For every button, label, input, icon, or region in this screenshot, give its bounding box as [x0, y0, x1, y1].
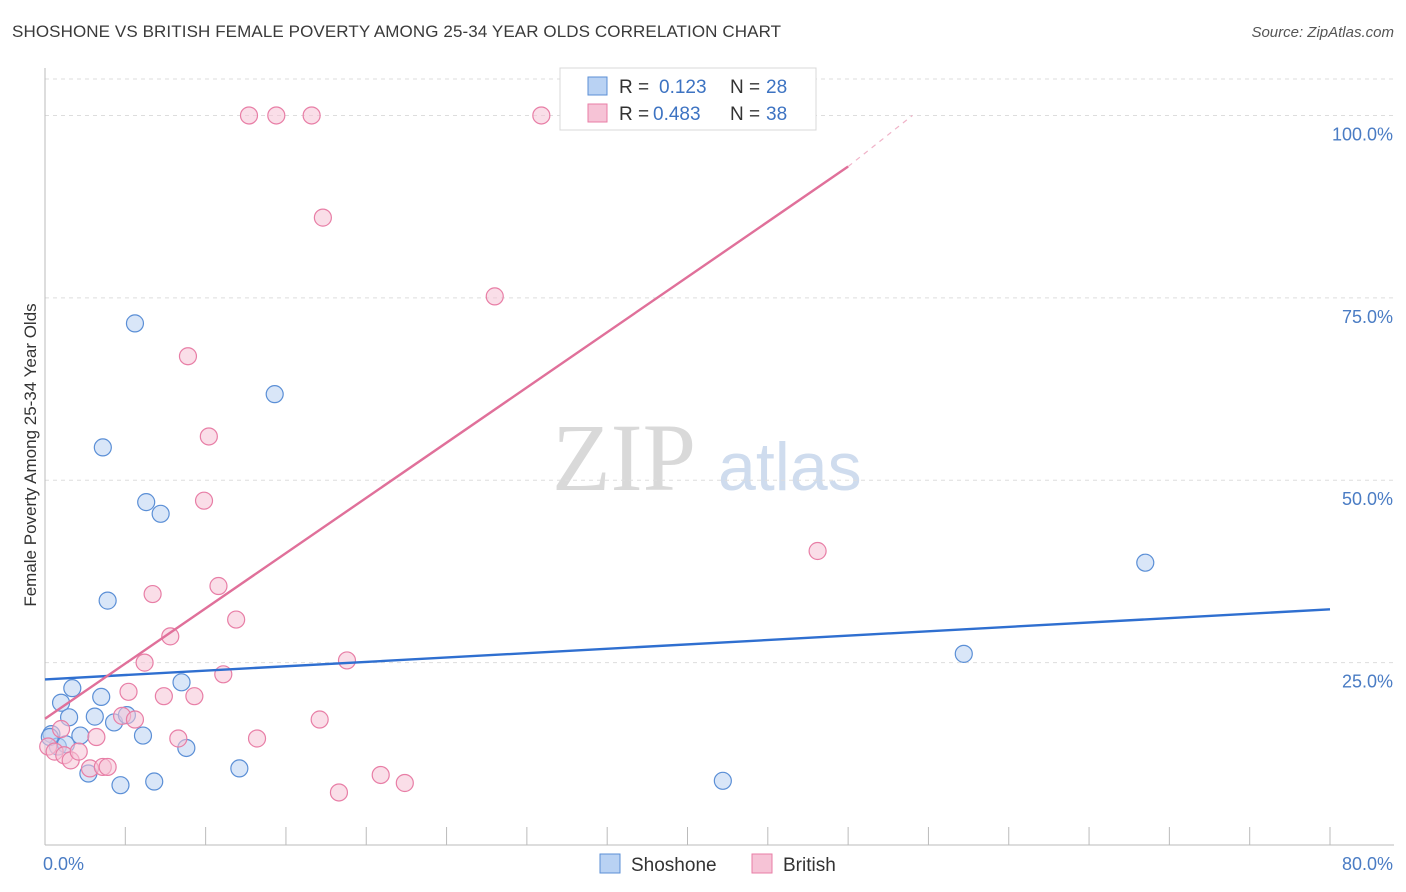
point-shoshone-8: [85, 707, 104, 726]
point-british-34: [395, 773, 414, 793]
point-shoshone-15: [125, 314, 145, 333]
point-british-33: [371, 765, 390, 785]
y-tick-label-0: 25.0%: [1342, 672, 1393, 692]
bottom-legend: Shoshone British: [599, 853, 836, 876]
legend-swatch-shoshone: [599, 853, 621, 874]
stats-swatch-british: [587, 103, 608, 123]
trend-lines: [44, 115, 1331, 720]
point-british-19: [194, 491, 214, 510]
point-shoshone-5: [63, 679, 82, 698]
point-british-7: [87, 727, 106, 747]
point-shoshone-17: [137, 493, 156, 512]
point-shoshone-24: [713, 771, 732, 790]
legend-swatch-british: [751, 853, 773, 874]
stats-r-value-british: 0.483: [653, 104, 701, 125]
stats-r-value-shoshone: 0.123: [659, 77, 707, 98]
x-tick-label-0: 0.0%: [43, 854, 84, 874]
point-british-28: [302, 106, 321, 125]
point-british-26: [247, 729, 267, 748]
point-british-12: [125, 710, 145, 729]
legend-label-british: British: [783, 855, 836, 876]
point-british-35: [485, 287, 504, 306]
point-british-20: [199, 427, 218, 446]
stats-r-label-british: R =: [619, 104, 649, 125]
watermark-zip: ZIP: [552, 404, 696, 511]
y-axis-label: Female Poverty Among 25-34 Year Olds: [21, 303, 40, 606]
chart-title: SHOSHONE VS BRITISH FEMALE POVERTY AMONG…: [12, 22, 782, 41]
point-shoshone-23: [265, 385, 284, 404]
series-shoshone-points: [40, 314, 1155, 795]
point-shoshone-16: [133, 726, 153, 745]
point-british-31: [329, 783, 349, 802]
stats-legend: R = 0.123 N = 28 R = 0.483 N = 38: [559, 67, 817, 131]
point-british-9: [98, 757, 117, 777]
stats-n-label-british: N =: [730, 104, 760, 125]
stats-n-label-shoshone: N =: [730, 77, 760, 98]
watermark-atlas: atlas: [718, 429, 862, 505]
point-british-21: [178, 347, 198, 366]
grid-lines: [45, 78, 1394, 664]
legend-label-shoshone: Shoshone: [631, 855, 717, 876]
point-british-32: [337, 651, 357, 670]
point-british-37: [808, 541, 827, 561]
point-british-30: [313, 208, 332, 227]
series-british-points: [39, 106, 827, 802]
y-tick-label-2: 75.0%: [1342, 307, 1393, 327]
point-british-36: [532, 106, 551, 125]
trendline-extension-british: [847, 115, 913, 168]
point-british-14: [143, 584, 162, 604]
point-shoshone-10: [93, 438, 112, 457]
tick-labels: 25.0% 50.0% 75.0% 100.0% 0.0% 80.0%: [43, 124, 1393, 874]
point-british-13: [135, 653, 154, 672]
stats-r-label-shoshone: R =: [619, 77, 649, 98]
point-british-24: [227, 610, 246, 629]
stats-n-value-shoshone: 28: [766, 77, 787, 98]
point-british-27: [267, 106, 286, 125]
point-shoshone-11: [98, 591, 117, 610]
axes: [44, 68, 1394, 846]
source-credit: Source: ZipAtlas.com: [1251, 24, 1394, 41]
point-shoshone-6: [71, 726, 90, 745]
point-shoshone-19: [151, 504, 170, 523]
point-shoshone-25: [954, 644, 973, 663]
point-british-25: [239, 106, 259, 125]
point-british-11: [119, 682, 138, 701]
point-british-18: [185, 687, 204, 706]
x-tick-label-1: 80.0%: [1342, 854, 1393, 874]
point-british-22: [209, 576, 228, 596]
point-shoshone-22: [230, 759, 249, 778]
stats-n-value-british: 38: [766, 104, 787, 125]
point-british-2: [51, 719, 71, 739]
point-shoshone-13: [111, 776, 130, 795]
point-shoshone-20: [172, 673, 191, 692]
y-tick-label-3: 100.0%: [1332, 124, 1393, 144]
point-shoshone-26: [1136, 553, 1155, 572]
point-british-5: [69, 742, 88, 761]
point-british-15: [154, 687, 173, 706]
point-shoshone-9: [92, 687, 111, 707]
y-tick-label-1: 50.0%: [1342, 489, 1393, 509]
point-british-16: [161, 627, 180, 646]
point-shoshone-18: [145, 772, 164, 791]
stats-swatch-shoshone: [587, 76, 608, 96]
trendline-shoshone: [44, 608, 1331, 681]
point-british-29: [310, 710, 329, 729]
point-british-17: [169, 729, 188, 748]
trendline-british: [44, 165, 849, 720]
